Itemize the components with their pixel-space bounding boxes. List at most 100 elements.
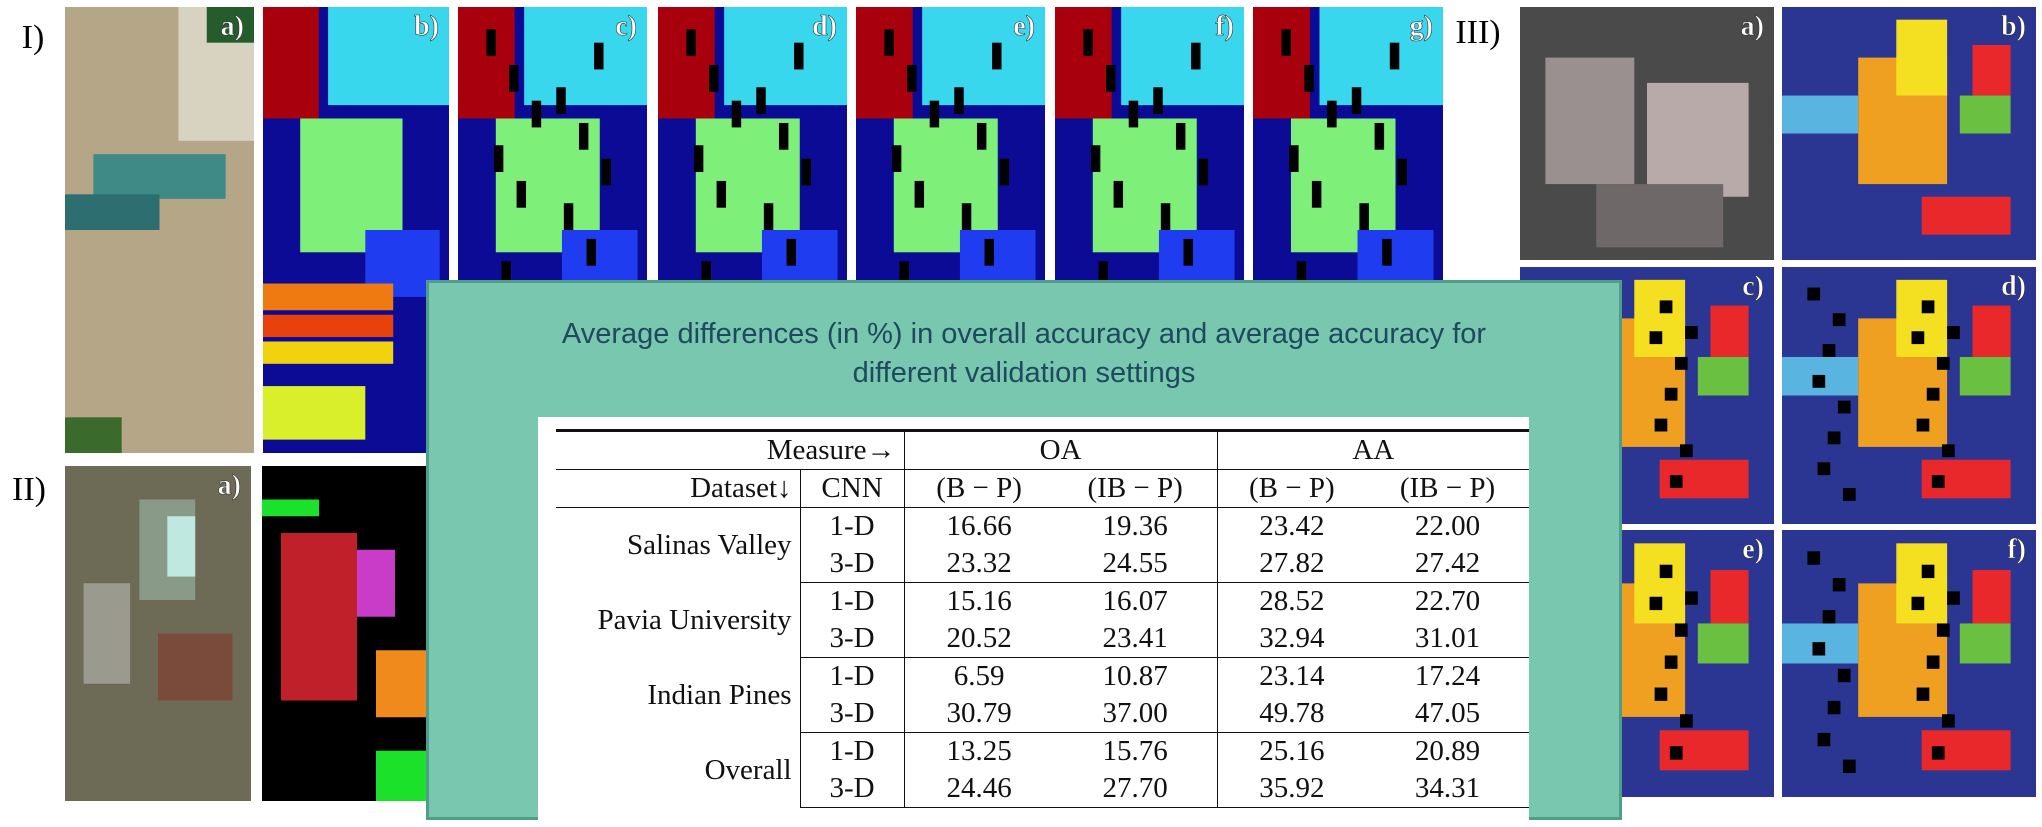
panel-label: g) xyxy=(1410,11,1433,42)
map-region xyxy=(281,533,357,701)
table-cell: 22.70 xyxy=(1366,583,1529,621)
map-region xyxy=(1665,655,1678,668)
map-region xyxy=(686,29,695,56)
map-region xyxy=(1711,306,1749,357)
map-region xyxy=(1912,331,1925,344)
group-label: I) xyxy=(22,19,45,56)
table-cell: 35.92 xyxy=(1217,770,1366,808)
map-region xyxy=(509,65,518,92)
map-region xyxy=(1838,401,1851,414)
map-region xyxy=(1153,87,1162,114)
map-region xyxy=(884,29,893,56)
map-region xyxy=(1685,591,1698,604)
box-title: Average differences (in %) in overall ac… xyxy=(429,315,1619,393)
table-cell: 23.41 xyxy=(1054,620,1217,658)
table-cell: 25.16 xyxy=(1217,733,1366,771)
map-region xyxy=(1833,578,1846,591)
map-region xyxy=(458,7,515,119)
map-region xyxy=(856,7,913,119)
table-row: Measure→OAAA xyxy=(556,431,1529,470)
map-region xyxy=(602,159,611,186)
map-region xyxy=(1823,610,1836,623)
map-region xyxy=(658,7,715,119)
map-region xyxy=(1655,688,1668,701)
panel-label: a) xyxy=(221,11,244,42)
map-region xyxy=(1807,551,1820,564)
table-cell: 1-D xyxy=(800,508,904,546)
map-region xyxy=(1896,280,1947,357)
map-region xyxy=(532,101,541,128)
map-region xyxy=(1973,306,2011,357)
map-region xyxy=(587,239,596,266)
table-cell: 28.52 xyxy=(1217,583,1366,621)
map-region xyxy=(1828,701,1841,714)
table-cell: 10.87 xyxy=(1054,658,1217,696)
map-region xyxy=(1960,623,2011,663)
header-cell: (B − P) xyxy=(904,470,1054,508)
map-region xyxy=(263,284,393,311)
map-region xyxy=(1545,58,1634,185)
map-region xyxy=(1176,123,1185,150)
panel-label: f) xyxy=(2007,534,2026,565)
map-region xyxy=(167,516,195,576)
table-cell: 31.01 xyxy=(1366,620,1529,658)
table-cell: 3-D xyxy=(800,695,904,733)
panel-label: a) xyxy=(1741,11,1764,42)
map-region xyxy=(65,417,122,453)
map-region xyxy=(1843,760,1856,773)
panel-label: e) xyxy=(1742,534,1764,565)
map-region xyxy=(756,87,765,114)
map-region xyxy=(1973,45,2011,96)
map-region xyxy=(158,634,232,701)
table-cell: 22.00 xyxy=(1366,508,1529,546)
map-region xyxy=(1282,29,1292,56)
map-region xyxy=(1833,313,1846,326)
map-region xyxy=(1807,288,1820,301)
map-region xyxy=(802,159,811,186)
map-region xyxy=(779,123,788,150)
map-region xyxy=(357,550,395,617)
map-region xyxy=(1932,746,1945,759)
map-region xyxy=(1161,203,1170,230)
map-region xyxy=(1665,388,1678,401)
map-region xyxy=(954,87,963,114)
map-region xyxy=(1896,20,1947,96)
map-region xyxy=(1000,159,1009,186)
header-cell: Dataset↓ xyxy=(556,470,800,508)
dataset-cell: Indian Pines xyxy=(556,658,800,733)
map-region xyxy=(1327,101,1337,128)
table-cell: 24.55 xyxy=(1054,545,1217,583)
map-region xyxy=(263,386,365,440)
table-cell: 24.46 xyxy=(904,770,1054,808)
map-region xyxy=(1838,669,1851,682)
map-region xyxy=(1660,565,1673,578)
map-region xyxy=(962,203,971,230)
map-region xyxy=(1812,375,1825,388)
table-cell: 1-D xyxy=(800,658,904,696)
map-region xyxy=(1634,543,1685,623)
map-region xyxy=(1390,43,1400,70)
panel-label: b) xyxy=(2001,11,2026,42)
map-region xyxy=(1818,462,1831,475)
table-cell: 13.25 xyxy=(904,733,1054,771)
dataset-cell: Pavia University xyxy=(556,583,800,658)
map-region xyxy=(1932,475,1945,488)
table-cell: 17.24 xyxy=(1366,658,1529,696)
map-region xyxy=(486,29,495,56)
map-region xyxy=(1937,623,1950,636)
table-cell: 37.00 xyxy=(1054,695,1217,733)
table-cell: 32.94 xyxy=(1217,620,1366,658)
dataset-cell: Overall xyxy=(556,733,800,808)
map-region xyxy=(1917,688,1930,701)
header-cell: Measure→ xyxy=(556,431,904,470)
table-cell: 3-D xyxy=(800,620,904,658)
map-region xyxy=(732,101,741,128)
panel-label: f) xyxy=(1215,11,1234,42)
map-region xyxy=(1917,419,1930,432)
group-label: II) xyxy=(12,471,46,508)
map-region xyxy=(1304,65,1314,92)
map-region xyxy=(263,7,319,119)
map-region xyxy=(1114,181,1123,208)
